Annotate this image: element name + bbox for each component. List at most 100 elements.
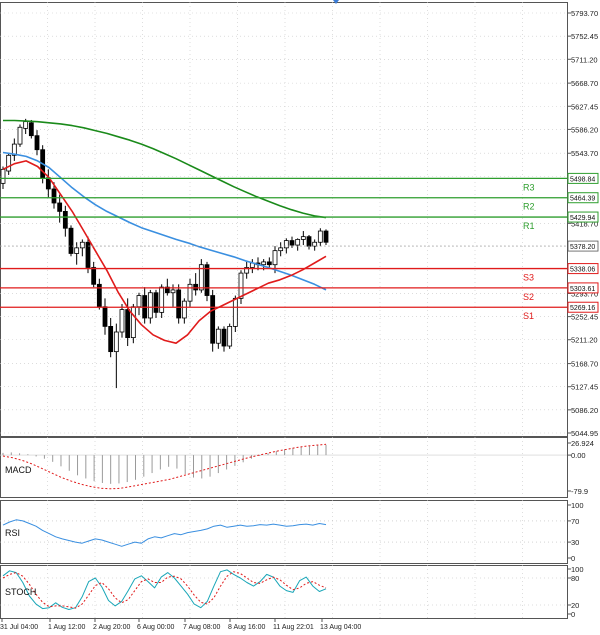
- candle-down: [289, 240, 295, 246]
- price-tick-label: 5586.20: [571, 125, 598, 134]
- candle-down: [125, 309, 131, 339]
- pivot-name-r1: R1: [523, 221, 535, 231]
- candle-down: [323, 230, 329, 243]
- time-axis-label: 31 Jul 04:00: [0, 624, 38, 631]
- candle-up: [136, 295, 142, 308]
- candle-up: [278, 247, 284, 252]
- pivot-price-box: [567, 172, 599, 184]
- candle-down: [51, 188, 57, 204]
- candle-down: [221, 328, 227, 347]
- candle-down: [68, 227, 74, 254]
- indicator-tick-label: 26.924: [571, 439, 594, 448]
- candle-down: [204, 264, 210, 296]
- candle-down: [266, 261, 272, 266]
- sma-red-line: [2, 160, 327, 345]
- candle-down: [34, 135, 40, 151]
- price-tick-label: 5086.20: [571, 406, 598, 415]
- price-tick-label: 5418.70: [571, 219, 598, 228]
- price-tick-label: 5044.95: [571, 429, 598, 438]
- pivot-price-label: 5498.84: [570, 176, 595, 183]
- price-tick-label: 5711.20: [571, 55, 598, 64]
- candle-up: [300, 236, 306, 240]
- candle-up: [6, 154, 12, 172]
- pivot-price-box: [567, 211, 599, 223]
- candle-up: [295, 239, 301, 246]
- candle-down: [62, 211, 68, 229]
- time-axis: 31 Jul 04:00 1 Aug 12:00 2 Aug 20:00 6 Aug …: [0, 618, 361, 631]
- pivot-name-s2: S2: [523, 292, 534, 302]
- candle-down: [102, 306, 108, 327]
- pivot-price-box: [567, 263, 599, 275]
- candle-up: [181, 300, 187, 319]
- candle-up: [238, 272, 244, 299]
- candle-down: [193, 283, 199, 291]
- main-plot-frame: [0, 2, 568, 437]
- indicator-tick-label: 70: [571, 517, 579, 526]
- stoch-label: STOCH: [5, 587, 36, 597]
- candle-up: [119, 309, 125, 333]
- candle-up: [170, 289, 176, 294]
- candle-up: [159, 286, 165, 313]
- indicator-tick-label: 0: [571, 554, 575, 563]
- time-axis-label: 8 Aug 16:00: [228, 624, 265, 631]
- candle-down: [164, 286, 170, 294]
- candle-up: [74, 247, 80, 254]
- stoch-k-line: [2, 569, 327, 610]
- price-tick-label: 5168.70: [571, 360, 598, 369]
- pivot-price-label: 5303.61: [570, 286, 595, 293]
- pivot-price-box: [567, 282, 599, 294]
- indicator-tick-label: 100: [571, 501, 584, 510]
- pivot-price-box: [567, 301, 599, 313]
- candle-up: [17, 126, 23, 145]
- candle-down: [91, 267, 97, 285]
- price-tick-label: 5668.70: [571, 79, 598, 88]
- rsi-panel-frame: [0, 500, 568, 564]
- price-tick-label: 5543.70: [571, 149, 598, 158]
- last-price-box: [567, 240, 599, 252]
- price-tick-label: 5752.45: [571, 32, 598, 41]
- candle-down: [57, 202, 63, 212]
- macd-label: MACD: [5, 465, 32, 475]
- top-scroll-marker: [333, 0, 339, 4]
- candle-up: [187, 283, 193, 302]
- candle-up: [79, 241, 85, 249]
- rsi-panel: 100 70 30 0 RSI: [0, 500, 584, 564]
- pivot-price-label: 5269.16: [570, 305, 595, 312]
- pivot-name-r3: R3: [523, 182, 535, 192]
- candle-down: [85, 241, 91, 268]
- pivot-price-box: [567, 192, 599, 204]
- indicator-tick-label: 20: [571, 601, 579, 610]
- candle-up: [11, 143, 17, 156]
- rsi-label: RSI: [5, 528, 20, 538]
- candle-up: [215, 328, 221, 344]
- rsi-line: [2, 519, 327, 547]
- main-price-panel: 5793.70 5752.45 5711.20 5668.70 5627.45 5586.…: [0, 0, 599, 438]
- candle-up: [130, 306, 136, 339]
- candle-up: [244, 267, 250, 274]
- candle-up: [113, 331, 119, 353]
- indicator-tick-label: -79.9: [571, 487, 588, 496]
- indicator-tick-label: 30: [571, 538, 579, 547]
- candle-down: [28, 122, 34, 137]
- candle-down: [153, 292, 159, 313]
- candle-up: [232, 297, 238, 327]
- candle-down: [210, 295, 216, 344]
- macd-panel: 26.924 0.00 -79.9 MACD: [0, 437, 594, 498]
- candle-down: [108, 325, 114, 353]
- price-tick-label: 5211.20: [571, 336, 598, 345]
- last-price-label: 5378.20: [570, 244, 595, 251]
- candle-up: [23, 121, 29, 129]
- time-axis-label: 11 Aug 22:01: [273, 624, 314, 631]
- price-tick-label: 5627.45: [571, 102, 598, 111]
- candle-up: [147, 292, 153, 319]
- time-axis-label: 6 Aug 00:00: [137, 624, 174, 631]
- candle-down: [306, 236, 312, 247]
- price-tick-label: 5293.70: [571, 289, 598, 298]
- candle-up: [227, 325, 233, 347]
- time-axis-label: 1 Aug 12:00: [48, 624, 85, 631]
- pivot-name-s3: S3: [523, 273, 534, 283]
- time-axis-label: 7 Aug 08:00: [183, 624, 220, 631]
- price-tick-label: 5252.45: [571, 313, 598, 322]
